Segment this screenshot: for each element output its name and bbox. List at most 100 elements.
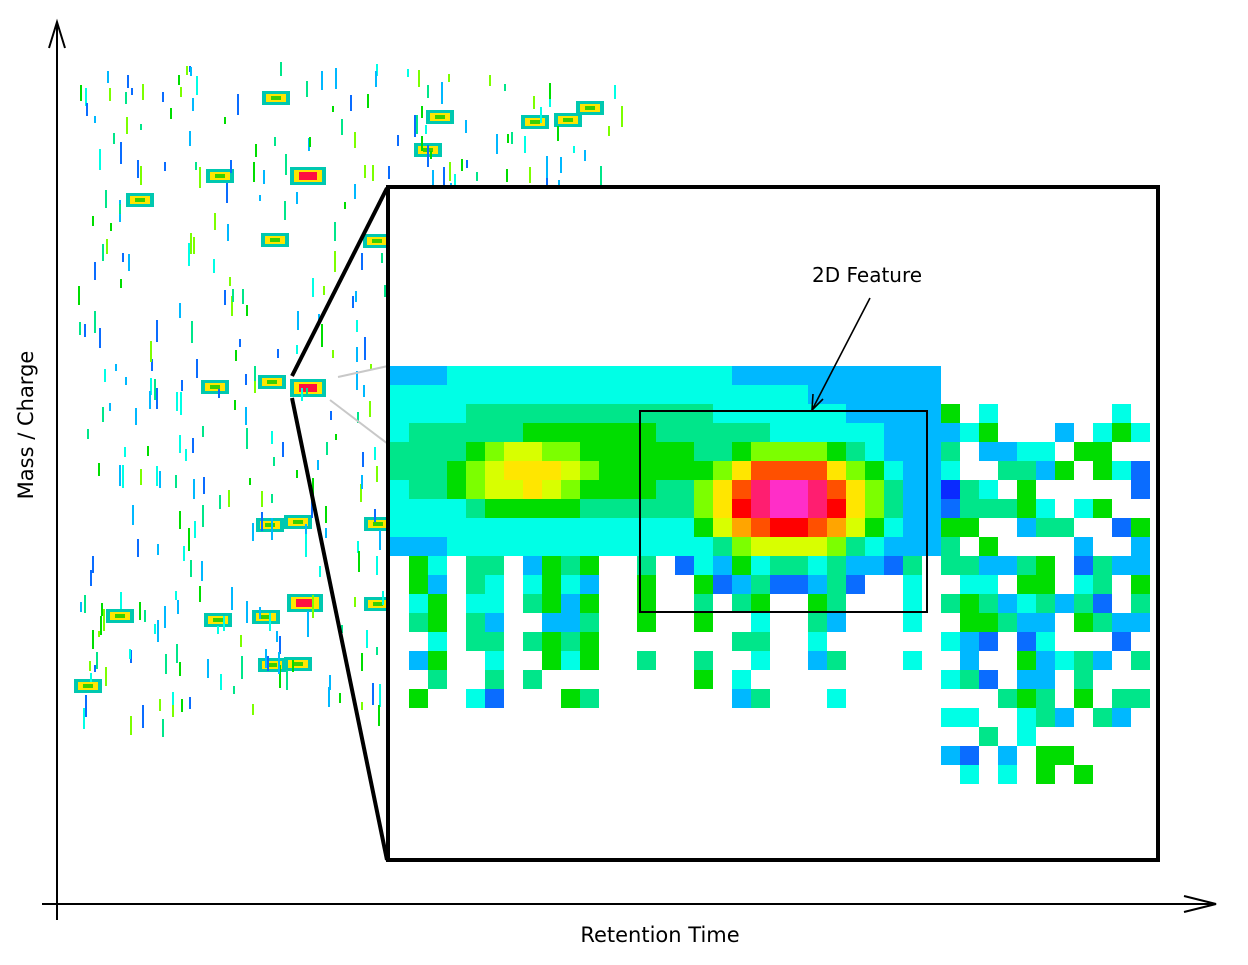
annotation-label: 2D Feature: [812, 263, 922, 287]
heatmap-cell: [751, 423, 770, 442]
heatmap-cell: [466, 613, 485, 632]
overview-noise: [307, 623, 309, 637]
heatmap-cell: [542, 556, 561, 575]
heatmap-cell: [694, 461, 713, 480]
heatmap-cell: [466, 480, 485, 499]
heatmap-cell: [713, 518, 732, 537]
heatmap-cell: [580, 556, 599, 575]
heatmap-cell: [523, 670, 542, 689]
overview-noise: [99, 328, 101, 348]
heatmap-cell: [599, 385, 618, 404]
heatmap-cell: [789, 499, 808, 518]
overview-noise: [156, 388, 158, 409]
overview-noise: [325, 528, 327, 538]
overview-noise: [326, 442, 328, 455]
overview-noise: [207, 659, 209, 678]
heatmap-cell: [713, 499, 732, 518]
heatmap-cell: [998, 556, 1017, 575]
overview-noise: [237, 94, 239, 115]
overview-noise: [137, 160, 139, 178]
heatmap-cell: [1017, 461, 1036, 480]
heatmap-cell: [1074, 556, 1093, 575]
heatmap-cell: [694, 651, 713, 670]
heatmap-cell: [561, 461, 580, 480]
heatmap-cell: [694, 556, 713, 575]
heatmap-cell: [1055, 651, 1074, 670]
overview-noise: [354, 597, 356, 607]
heatmap-cell: [637, 442, 656, 461]
overview-noise: [273, 457, 275, 466]
overview-noise: [489, 75, 491, 86]
heatmap-cell: [808, 651, 827, 670]
heatmap-cell: [903, 385, 922, 404]
heatmap-cell: [732, 632, 751, 651]
heatmap-cell: [827, 385, 846, 404]
heatmap-cell: [656, 442, 675, 461]
overview-noise: [356, 347, 358, 362]
heatmap-cell: [656, 404, 675, 423]
overview-noise: [90, 570, 92, 586]
heatmap-cell: [808, 366, 827, 385]
heatmap-cell: [485, 423, 504, 442]
heatmap-cell: [789, 575, 808, 594]
heatmap-cell: [1055, 594, 1074, 613]
heatmap-cell: [542, 404, 561, 423]
overview-peak-max: [293, 520, 303, 524]
zoom-connector-light-bottom: [329, 399, 389, 445]
heatmap-cell: [1017, 727, 1036, 746]
heatmap-cell: [637, 613, 656, 632]
overview-noise: [382, 591, 384, 605]
overview-noise: [465, 120, 467, 133]
heatmap-cell: [637, 461, 656, 480]
heatmap-cell: [751, 689, 770, 708]
overview-noise: [150, 341, 152, 362]
overview-noise: [188, 528, 190, 551]
overview-noise: [297, 311, 299, 330]
heatmap-cell: [1112, 404, 1131, 423]
heatmap-cell: [523, 366, 542, 385]
heatmap-cell: [599, 442, 618, 461]
overview-noise: [246, 601, 248, 623]
overview-noise: [332, 350, 334, 358]
heatmap-cell: [561, 499, 580, 518]
overview-noise: [192, 98, 194, 111]
overview-noise: [354, 184, 356, 199]
heatmap-cell: [903, 613, 922, 632]
overview-noise: [186, 66, 188, 75]
overview-noise: [271, 518, 273, 540]
overview-noise: [352, 296, 354, 308]
heatmap-cell: [751, 613, 770, 632]
overview-peak-max: [83, 684, 93, 688]
heatmap-cell: [599, 461, 618, 480]
overview-noise: [254, 366, 256, 381]
heatmap-cell: [618, 423, 637, 442]
heatmap-cell: [1093, 461, 1112, 480]
overview-noise: [600, 166, 602, 185]
overview-noise: [356, 371, 358, 390]
heatmap-cell: [1017, 651, 1036, 670]
overview-noise: [162, 719, 164, 737]
heatmap-cell: [561, 404, 580, 423]
overview-peak-max: [563, 118, 573, 122]
heatmap-cell: [523, 594, 542, 613]
heatmap-cell: [865, 518, 884, 537]
overview-noise: [341, 625, 343, 633]
overview-noise: [86, 103, 88, 116]
heatmap-cell: [1036, 594, 1055, 613]
heatmap-cell: [390, 423, 409, 442]
overview-noise: [149, 391, 151, 409]
heatmap-cell: [960, 556, 979, 575]
overview-noise: [350, 95, 352, 111]
zoom-connector-bottom: [290, 397, 389, 861]
heatmap-cell: [1093, 708, 1112, 727]
overview-noise: [418, 70, 420, 87]
heatmap-cell: [428, 537, 447, 556]
heatmap-cell: [751, 499, 770, 518]
heatmap-cell: [1112, 613, 1131, 632]
overview-noise: [267, 656, 269, 671]
overview-noise: [190, 67, 192, 76]
overview-noise: [80, 85, 82, 101]
heatmap-cell: [751, 404, 770, 423]
heatmap-cell: [998, 689, 1017, 708]
overview-noise: [100, 616, 102, 635]
